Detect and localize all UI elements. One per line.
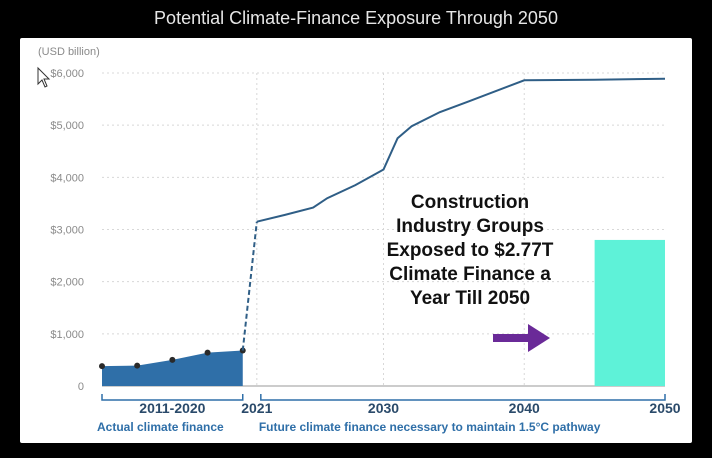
y-axis: (USD billion) 0 $1,000 $2,000 $3,000 $4,000 $5… — [38, 46, 100, 393]
y-tick-label: $5,000 — [50, 120, 84, 132]
gridlines — [102, 72, 665, 386]
actual-point — [134, 362, 141, 369]
x-tick-label: 2050 — [649, 400, 680, 416]
actual-period-label: 2011-2020 — [139, 400, 205, 416]
y-tick-label: 0 — [78, 381, 84, 393]
y-tick-label: $4,000 — [50, 172, 84, 184]
future-bracket — [260, 394, 666, 401]
highlight-bar — [594, 239, 665, 386]
slide-title: Potential Climate-Finance Exposure Throu… — [154, 8, 558, 28]
actual-caption: Actual climate finance — [97, 420, 224, 434]
actual-point — [169, 356, 176, 363]
arrow-right-icon — [493, 324, 550, 352]
actual-point — [99, 363, 105, 370]
chart-panel: (USD billion) 0 $1,000 $2,000 $3,000 $4,000 $5… — [20, 38, 692, 443]
future-line — [256, 77, 666, 223]
series — [99, 77, 666, 386]
y-tick-label: $1,000 — [50, 329, 84, 341]
x-tick-label: 2030 — [368, 400, 399, 416]
arrow-shaft — [493, 334, 531, 342]
actual-bracket — [101, 394, 244, 401]
y-tick-label: $2,000 — [50, 277, 84, 289]
y-tick-label: $6,000 — [50, 68, 84, 80]
annotation-line: Climate Finance a — [389, 264, 551, 285]
y-unit-label: (USD billion) — [38, 46, 100, 58]
annotation: Construction Industry Groups Exposed to $2… — [37, 66, 554, 352]
annotation-line: Year Till 2050 — [410, 288, 530, 309]
x-tick-label: 2040 — [509, 400, 540, 416]
y-tick-label: $3,000 — [50, 225, 84, 237]
bridge-line — [241, 221, 258, 351]
future-caption: Future climate finance necessary to main… — [259, 420, 601, 434]
x-tick-label: 2021 — [241, 400, 272, 416]
annotation-line: Industry Groups — [396, 216, 544, 237]
actual-point — [204, 349, 211, 356]
mouse-pointer-icon — [37, 66, 51, 88]
chart: (USD billion) 0 $1,000 $2,000 $3,000 $4,000 $5… — [37, 46, 681, 434]
annotation-line: Exposed to $2.77T — [387, 240, 554, 261]
arrow-head — [528, 324, 550, 352]
actual-area — [102, 350, 243, 386]
x-axis: 2021 2030 2040 2050 2011-2020 Actual climate … — [97, 385, 681, 434]
annotation-line: Construction — [411, 192, 529, 213]
